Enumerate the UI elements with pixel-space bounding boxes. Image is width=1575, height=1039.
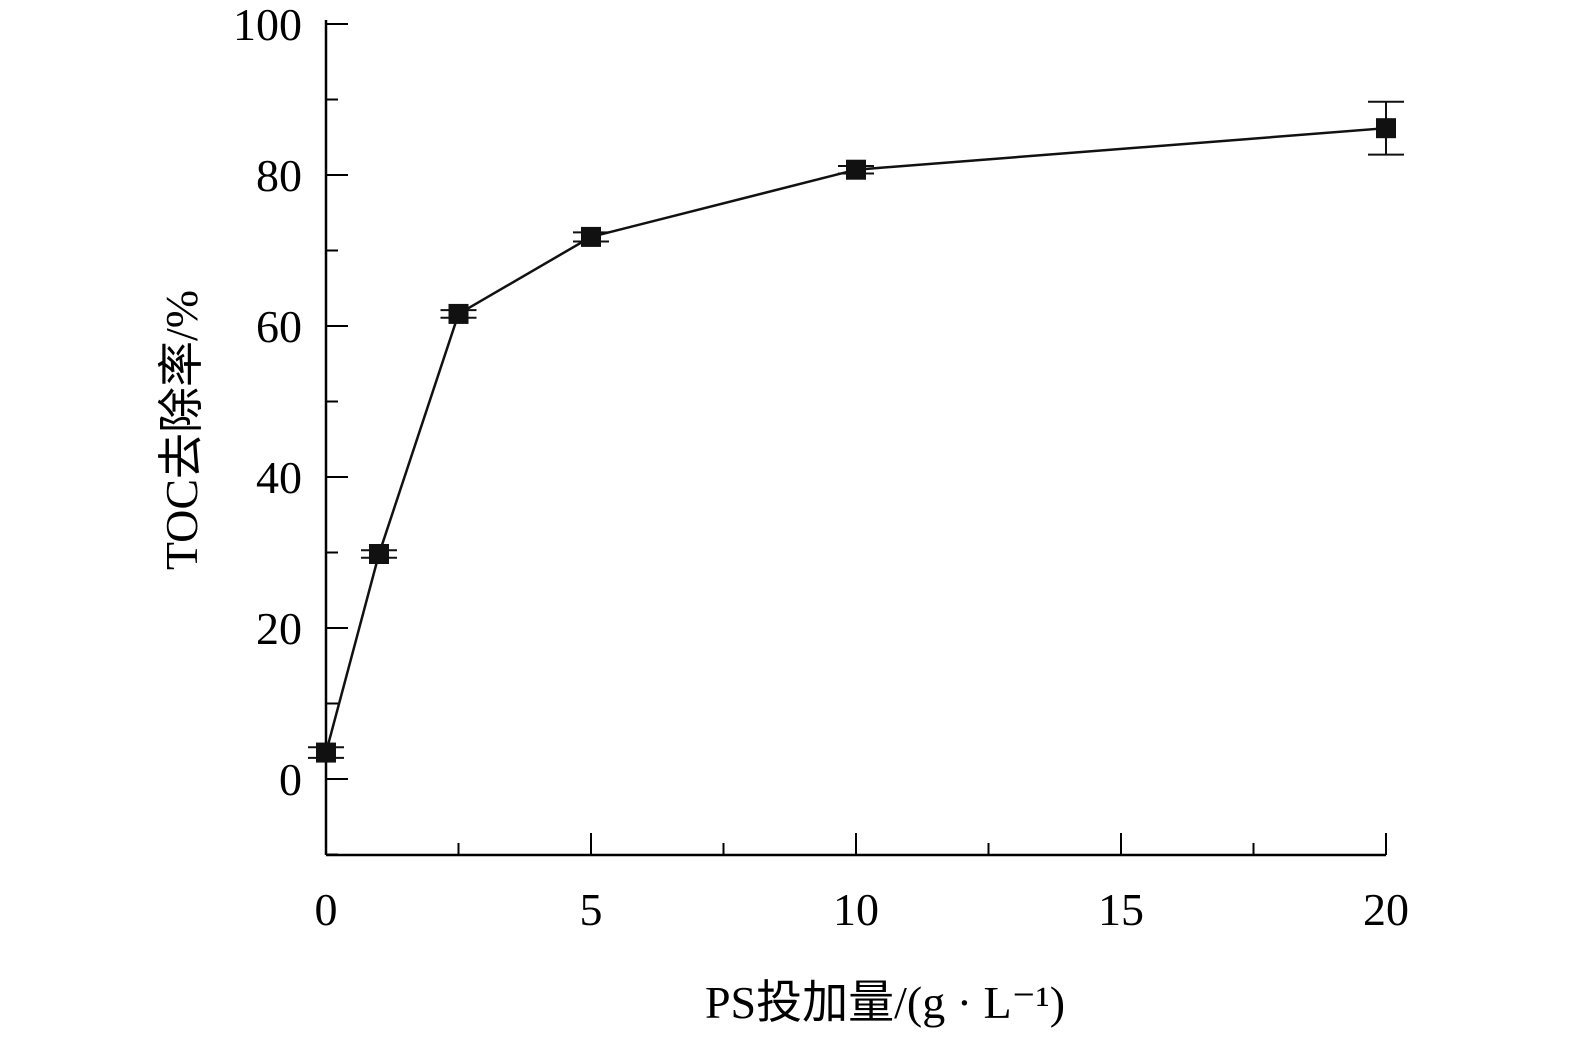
data-point-marker xyxy=(1376,118,1396,139)
x-tick-label: 5 xyxy=(580,884,603,935)
series-0 xyxy=(308,100,1404,763)
x-axis-ticks: 0 5 10 15 20 xyxy=(315,833,1409,935)
y-tick-label: 20 xyxy=(256,603,302,654)
y-axis-ticks: 0 20 40 60 80 100 xyxy=(233,0,348,856)
x-axis-title: PS投加量/(g · L⁻¹) xyxy=(705,977,1065,1028)
y-tick-label: 40 xyxy=(256,452,302,503)
data-point-marker xyxy=(846,159,866,180)
series-line xyxy=(324,126,1387,753)
x-tick-label: 15 xyxy=(1098,884,1144,935)
x-tick-label: 20 xyxy=(1363,884,1409,935)
y-tick-label: 80 xyxy=(256,150,302,201)
series-layer xyxy=(308,100,1404,763)
y-tick-label: 60 xyxy=(256,301,302,352)
axes xyxy=(324,20,1386,857)
y-tick-label: 0 xyxy=(279,754,302,805)
data-point-marker xyxy=(581,226,601,247)
x-tick-label: 0 xyxy=(315,884,338,935)
data-point-marker xyxy=(448,303,469,324)
data-point-marker xyxy=(316,742,336,763)
data-point-marker xyxy=(369,544,389,565)
y-tick-label: 100 xyxy=(233,0,302,50)
x-tick-label: 10 xyxy=(833,884,879,935)
y-axis-title: TOC去除率/% xyxy=(156,290,207,570)
